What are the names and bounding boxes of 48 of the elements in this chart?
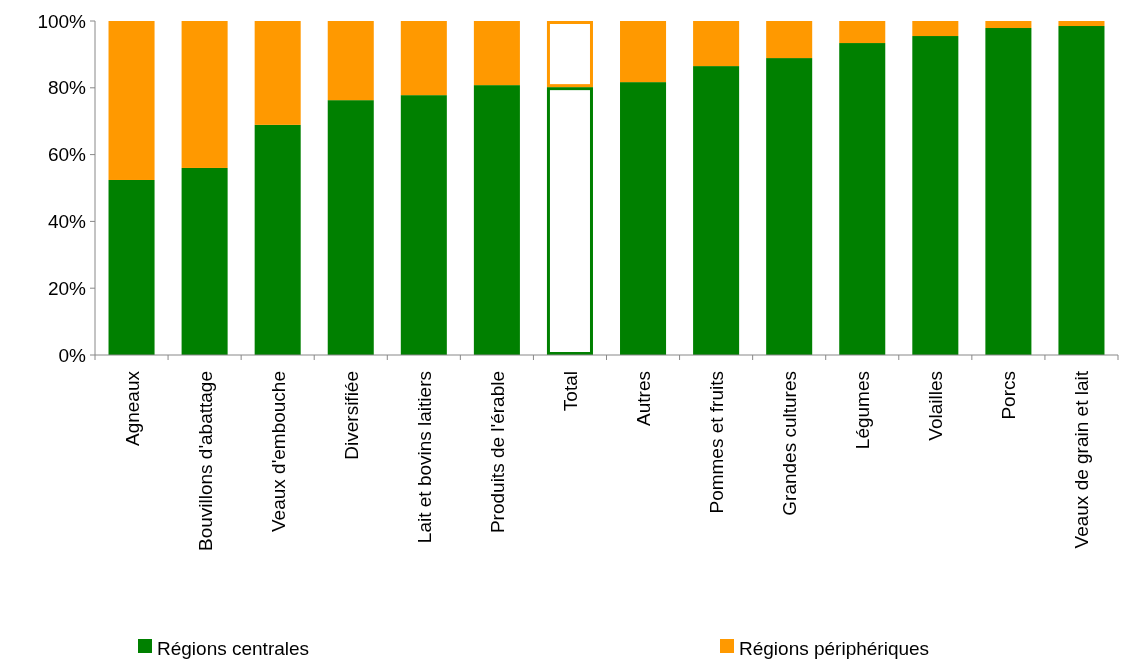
bar — [473, 21, 520, 86]
bar — [108, 21, 155, 180]
legend-label: Régions périphériques — [739, 637, 930, 659]
x-tick-label: Grandes cultures — [779, 371, 801, 516]
bar — [108, 179, 155, 355]
bar — [400, 21, 447, 96]
legend-label: Régions centrales — [157, 637, 310, 659]
x-tick-label: Autres — [633, 371, 655, 426]
y-tick-label: 60% — [47, 144, 87, 166]
bar — [1058, 21, 1105, 27]
x-tick-label: Veaux de grain et lait — [1071, 370, 1093, 549]
bar — [985, 21, 1032, 29]
bar — [766, 21, 813, 59]
bar — [620, 21, 667, 83]
y-tick-label: 0% — [58, 344, 87, 366]
bar — [327, 100, 374, 355]
bar — [400, 95, 447, 355]
bar — [693, 21, 740, 67]
x-tick-label: Agneaux — [121, 370, 143, 447]
bar — [839, 43, 886, 355]
x-tick-label: Produits de l'érable — [486, 371, 508, 534]
bar — [473, 85, 520, 355]
bar — [181, 21, 228, 168]
y-tick-label: 40% — [47, 211, 87, 233]
y-tick-label: 80% — [47, 77, 87, 99]
bar — [766, 58, 813, 355]
bar — [693, 66, 740, 355]
x-tick-label: Volailles — [925, 371, 947, 441]
x-tick-label: Diversifiée — [340, 371, 362, 460]
bar — [254, 124, 301, 355]
x-tick-label: Bouvillons d'abattage — [194, 371, 216, 552]
bar — [327, 21, 374, 101]
bar — [620, 82, 667, 355]
bar — [912, 21, 959, 37]
bar — [912, 36, 959, 355]
bar — [181, 167, 228, 355]
x-tick-label: Lait et bovins laitiers — [413, 371, 435, 544]
bar — [985, 28, 1032, 355]
y-tick-label: 20% — [47, 277, 87, 299]
bar — [254, 21, 301, 125]
bar — [1058, 26, 1105, 355]
bar — [839, 21, 886, 44]
x-tick-label: Pommes et fruits — [706, 371, 728, 514]
x-tick-label: Total — [559, 371, 581, 412]
x-tick-label: Légumes — [852, 371, 874, 450]
y-tick-label: 100% — [37, 10, 87, 32]
x-tick-label: Veaux d'embouche — [267, 371, 289, 533]
x-tick-label: Porcs — [998, 371, 1020, 420]
